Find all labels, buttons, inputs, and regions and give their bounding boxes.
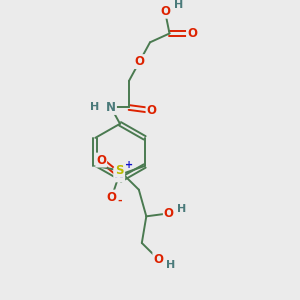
- Text: N: N: [106, 101, 116, 114]
- Text: H: H: [90, 103, 99, 112]
- Text: O: O: [187, 27, 197, 40]
- Text: O: O: [160, 5, 170, 18]
- Text: O: O: [134, 55, 145, 68]
- Text: H: H: [166, 260, 176, 270]
- Text: N: N: [114, 168, 124, 182]
- Text: O: O: [96, 154, 106, 166]
- Text: O: O: [146, 104, 157, 117]
- Text: +: +: [124, 160, 133, 170]
- Text: S: S: [115, 164, 124, 177]
- Text: -: -: [118, 196, 122, 206]
- Text: O: O: [164, 207, 174, 220]
- Text: H: H: [174, 0, 183, 10]
- Text: H: H: [177, 204, 186, 214]
- Text: O: O: [107, 190, 117, 204]
- Text: O: O: [153, 253, 163, 266]
